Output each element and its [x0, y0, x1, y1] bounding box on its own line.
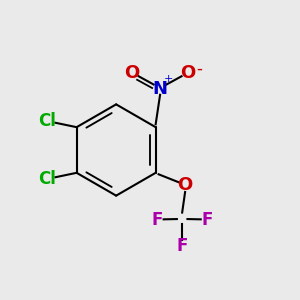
Text: O: O — [124, 64, 140, 82]
Text: N: N — [153, 80, 168, 98]
Text: F: F — [152, 211, 163, 229]
Text: Cl: Cl — [38, 170, 56, 188]
Text: Cl: Cl — [38, 112, 56, 130]
Text: +: + — [164, 74, 174, 84]
Text: O: O — [180, 64, 196, 82]
Text: -: - — [196, 59, 202, 77]
Text: O: O — [178, 176, 193, 194]
Text: F: F — [176, 237, 188, 255]
Text: F: F — [202, 211, 213, 229]
